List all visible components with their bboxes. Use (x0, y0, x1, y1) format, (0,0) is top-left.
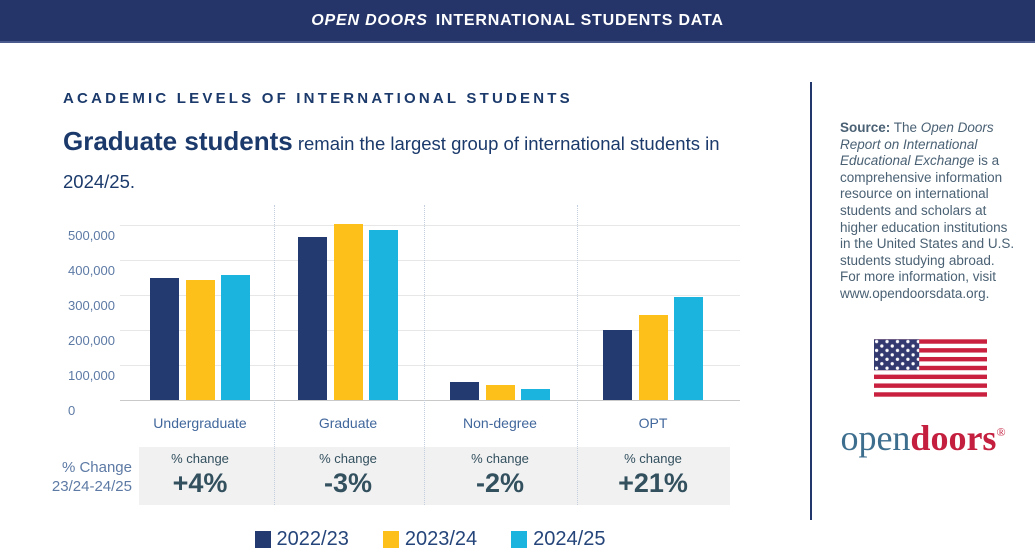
legend-swatch-icon (382, 531, 399, 548)
pct-change-cell: % change -2% (420, 451, 580, 499)
us-flag-icon (874, 339, 987, 397)
bar-2023-24-undergraduate (185, 280, 215, 400)
legend-item-2023-24: 2023/24 (382, 528, 478, 551)
pct-change-cell-label: % change (471, 451, 529, 466)
y-axis-tick-label: 100,000 (68, 368, 115, 383)
source-note: Source: The Open Doors Report on Interna… (840, 120, 1015, 301)
category-separator (274, 205, 275, 505)
category-label: Undergraduate (153, 415, 247, 431)
pct-change-cell-label: % change (171, 451, 229, 466)
bar-2024-25-non-degree (521, 389, 550, 400)
gridline (120, 400, 740, 401)
gridline (120, 330, 740, 331)
y-axis-tick-label: 400,000 (68, 263, 115, 278)
pct-change-cell-label: % change (624, 451, 682, 466)
opendoors-logo: opendoors® (812, 412, 1034, 458)
source-body: is a comprehensive information resource … (840, 153, 1015, 301)
gridline (120, 260, 740, 261)
pct-change-row-label: % Change 23/24-24/25 (51, 459, 132, 495)
headline-lead: Graduate students (63, 126, 293, 156)
gridline (120, 225, 740, 226)
logo-open: open (840, 418, 911, 458)
bar-2023-24-graduate (333, 224, 363, 400)
bar-2024-25-undergraduate (221, 275, 250, 400)
pct-change-value: -2% (475, 468, 524, 498)
legend-swatch-icon (254, 531, 271, 548)
banner-title: INTERNATIONAL STUDENTS DATA (435, 11, 724, 29)
pct-change-cell: % change +4% (120, 451, 280, 499)
y-axis-tick-label: 0 (68, 403, 76, 418)
headline-rest: remain the largest group of internationa… (63, 133, 720, 192)
category-label: Non-degree (463, 415, 537, 431)
source-report-title: Open Doors Report on International Educa… (840, 120, 994, 169)
bar-2023-24-opt (638, 315, 668, 400)
registered-mark-icon: ® (996, 425, 1006, 439)
legend-label: 2024/25 (533, 528, 606, 550)
bar-2023-24-non-degree (485, 385, 515, 400)
category-label: Graduate (318, 415, 378, 431)
pct-change-band (139, 447, 730, 505)
bar-2022-23-opt (603, 330, 632, 400)
banner-brand: OPEN DOORS (311, 11, 428, 29)
section-kicker: ACADEMIC LEVELS OF INTERNATIONAL STUDENT… (63, 90, 573, 107)
vertical-divider (810, 82, 812, 520)
gridline (120, 365, 740, 366)
top-banner: OPEN DOORS INTERNATIONAL STUDENTS DATA (0, 0, 1035, 43)
pct-change-cell: % change +21% (573, 451, 733, 499)
category-label: OPT (638, 415, 668, 431)
pct-change-value: +4% (172, 468, 228, 498)
legend-item-2022-23: 2022/23 (254, 528, 349, 551)
y-axis-tick-label: 300,000 (68, 298, 115, 313)
bar-2022-23-undergraduate (150, 278, 179, 400)
legend-label: 2023/24 (404, 528, 478, 550)
legend-item-2024-25: 2024/25 (511, 528, 605, 551)
source-label: Source: (840, 120, 891, 135)
pct-change-cell-label: % change (319, 451, 377, 466)
pct-change-cell: % change -3% (268, 451, 428, 499)
category-separator (424, 205, 425, 505)
gridline (120, 295, 740, 296)
chart-legend: 2022/23 2023/24 2024/25 (120, 528, 740, 551)
legend-swatch-icon (511, 531, 528, 548)
bar-2022-23-non-degree (450, 382, 479, 400)
legend-label: 2022/23 (276, 528, 349, 550)
pct-change-value: -3% (323, 468, 372, 498)
bar-chart: 0 100,000 200,000 300,000 400,000 500,000 Unde… (51, 205, 740, 551)
y-axis-tick-label: 500,000 (68, 228, 115, 243)
headline: Graduate students remain the largest gro… (63, 122, 723, 201)
category-separator (576, 205, 578, 505)
logo-doors: doors (910, 418, 997, 458)
pct-change-value: +21% (618, 468, 688, 498)
bar-2022-23-graduate (298, 237, 327, 400)
bar-2024-25-graduate (369, 230, 398, 400)
bar-2024-25-opt (674, 297, 703, 400)
y-axis-tick-label: 200,000 (68, 333, 115, 348)
